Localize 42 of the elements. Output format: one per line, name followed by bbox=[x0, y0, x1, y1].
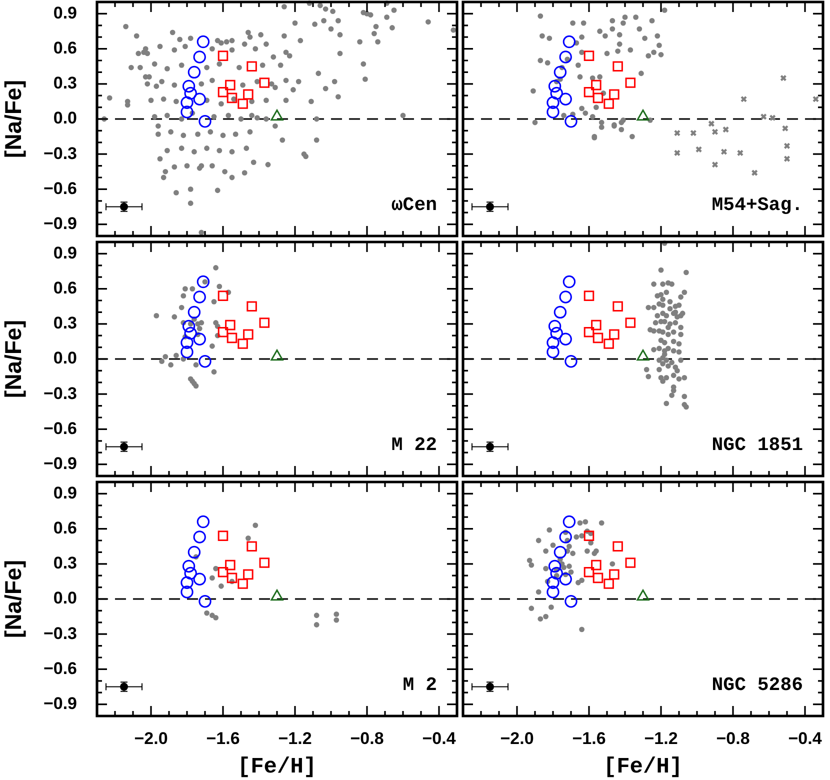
x-tick-label: −2.0 bbox=[500, 728, 534, 748]
y-tick-label: −0.9 bbox=[43, 454, 77, 473]
x-axis-title: [Fe/H] bbox=[237, 754, 317, 780]
x-tick-label: −1.2 bbox=[644, 728, 678, 748]
y-tick-label: −0.6 bbox=[43, 178, 77, 198]
y-tick-label: 0.0 bbox=[53, 348, 77, 368]
x-tick-label: −1.2 bbox=[278, 728, 312, 748]
x-tick-label: −1.6 bbox=[206, 728, 240, 748]
y-tick-label: 0.9 bbox=[53, 3, 77, 22]
annotation: ωCen bbox=[391, 194, 437, 216]
x-tick-label: −0.4 bbox=[422, 728, 456, 748]
y-tick-label: 0.6 bbox=[53, 278, 77, 298]
x-axis-title: [Fe/H] bbox=[603, 754, 683, 780]
y-tick-label: 0.0 bbox=[53, 588, 77, 608]
y-tick-label: −0.3 bbox=[43, 384, 77, 403]
y-tick-label: 0.6 bbox=[53, 518, 77, 538]
y-tick-label: −0.3 bbox=[43, 144, 77, 163]
y-tick-label: 0.6 bbox=[53, 38, 77, 58]
x-tick-label: −0.8 bbox=[716, 728, 750, 748]
y-tick-label: 0.9 bbox=[53, 483, 77, 502]
y-tick-label: 0.9 bbox=[53, 243, 77, 262]
x-tick-label: −0.4 bbox=[788, 728, 822, 748]
annotation: NGC 1851 bbox=[712, 434, 803, 456]
y-tick-label: 0.3 bbox=[53, 314, 77, 333]
y-axis-title: [Na/Fe] bbox=[0, 80, 26, 158]
x-tick-label: −0.8 bbox=[350, 728, 384, 748]
x-tick-label: −2.0 bbox=[134, 728, 168, 748]
y-tick-label: 0.3 bbox=[53, 74, 77, 93]
y-tick-label: −0.6 bbox=[43, 418, 77, 438]
y-axis-title: [Na/Fe] bbox=[0, 560, 26, 638]
y-tick-label: 0.0 bbox=[53, 108, 77, 128]
y-tick-label: −0.9 bbox=[43, 694, 77, 713]
y-tick-label: −0.9 bbox=[43, 214, 77, 233]
x-tick-label: −1.6 bbox=[572, 728, 606, 748]
y-axis-title: [Na/Fe] bbox=[0, 320, 26, 398]
annotation: M 2 bbox=[402, 674, 437, 696]
annotation: NGC 5286 bbox=[712, 674, 803, 696]
y-tick-label: −0.3 bbox=[43, 624, 77, 643]
y-tick-label: 0.3 bbox=[53, 554, 77, 573]
annotation: M54+Sag. bbox=[712, 194, 803, 216]
annotation: M 22 bbox=[391, 434, 437, 456]
y-tick-label: −0.6 bbox=[43, 658, 77, 678]
